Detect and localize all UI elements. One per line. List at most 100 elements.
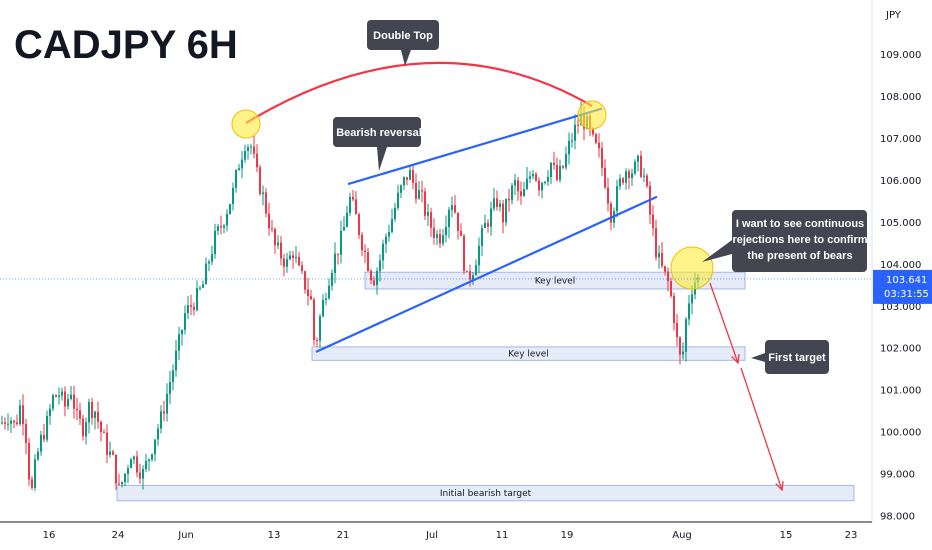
candle-body: [172, 370, 174, 383]
candle-body: [529, 176, 531, 179]
candle-body: [82, 418, 84, 437]
candle-body: [349, 197, 351, 213]
candle-body: [364, 250, 366, 252]
price-axis-background[interactable]: [872, 0, 932, 522]
candle-body: [370, 270, 372, 281]
candle-body: [502, 203, 504, 223]
candle-body: [190, 305, 192, 307]
candle-body: [625, 171, 627, 183]
time-axis-background[interactable]: [0, 522, 932, 550]
candle-body: [415, 182, 417, 199]
bar-countdown: 03:31:55: [884, 289, 929, 300]
price-tick-label: 104.000: [880, 260, 921, 271]
time-tick-label: 15: [780, 530, 793, 541]
candle-body: [268, 213, 270, 229]
candle-body: [691, 294, 693, 304]
candle-body: [541, 182, 543, 191]
candle-body: [406, 177, 408, 180]
price-tick-label: 103.000: [880, 302, 921, 313]
rejections-callout: [702, 210, 867, 272]
candle-body: [154, 439, 156, 455]
time-tick-label: Aug: [672, 530, 692, 541]
time-tick-label: 13: [268, 530, 281, 541]
candle-body: [496, 198, 498, 207]
candle-body: [169, 382, 171, 394]
candle-body: [211, 254, 213, 262]
candle-body: [637, 155, 639, 162]
candle-body: [394, 207, 396, 220]
candle-body: [499, 203, 501, 207]
candle-body: [418, 190, 420, 199]
candle-body: [379, 260, 381, 272]
candle-body: [553, 162, 555, 166]
candle-body: [103, 432, 105, 434]
candle-body: [247, 147, 249, 152]
candle-body: [91, 402, 93, 418]
candle-body: [112, 451, 114, 455]
candle-body: [61, 391, 63, 396]
zone-box: [364, 271, 746, 290]
candle-body: [490, 208, 492, 227]
candle-body: [511, 185, 513, 201]
zones-layer: Key level Key level Initial bearish target: [116, 271, 855, 502]
candle-body: [640, 155, 642, 177]
bearish-reversal-callout-text: Bearish reversal: [336, 127, 422, 139]
candle-body: [337, 253, 339, 255]
annotations-layer: Double Top Bearish reversal I want to see …: [333, 20, 868, 374]
candle-body: [508, 198, 510, 201]
channel-upper-trendline: [347, 107, 603, 186]
price-tick-label: 109.000: [880, 50, 921, 61]
candle-body: [310, 296, 312, 300]
time-tick-label: Jun: [177, 530, 194, 541]
candle-body: [523, 189, 525, 197]
candle-body: [451, 205, 453, 210]
candle-body: [121, 482, 123, 485]
candle-body: [334, 253, 336, 273]
candle-body: [259, 167, 261, 194]
highlight-circle: [670, 246, 714, 290]
candle-body: [484, 222, 486, 228]
candle-body: [1, 422, 3, 424]
candle-body: [139, 472, 141, 479]
candle-body: [478, 245, 480, 266]
candle-body: [646, 175, 648, 186]
candle-body: [94, 411, 96, 418]
candle-body: [343, 226, 345, 231]
candle-body: [460, 230, 462, 236]
zone-label: Key level: [508, 350, 549, 360]
candle-body: [469, 271, 471, 280]
candle-body: [16, 422, 18, 424]
candle-body: [448, 209, 450, 227]
candle-body: [634, 161, 636, 174]
candle-body: [472, 275, 474, 280]
candle-body: [79, 410, 81, 419]
candle-body: [67, 399, 69, 407]
candle-body: [34, 459, 36, 488]
candle-body: [412, 170, 414, 183]
candle-body: [664, 266, 666, 272]
candle-body: [400, 185, 402, 193]
candle-body: [229, 204, 231, 214]
candle-body: [43, 434, 45, 440]
candle-body: [517, 180, 519, 192]
candle-body: [481, 228, 483, 246]
candle-body: [202, 284, 204, 288]
candle-body: [493, 198, 495, 209]
candle-body: [7, 423, 9, 425]
candle-body: [514, 180, 516, 186]
candle-body: [652, 214, 654, 229]
candle-body: [352, 197, 354, 200]
candle-body: [526, 178, 528, 189]
candle-body: [313, 299, 315, 340]
double-top-callout: [367, 20, 439, 66]
candle-body: [235, 170, 237, 188]
candle-body: [367, 252, 369, 271]
candle-body: [271, 228, 273, 230]
projection-line: [709, 282, 739, 364]
candle-body: [679, 337, 681, 355]
candle-body: [97, 411, 99, 422]
candle-body: [118, 483, 120, 485]
candle-body: [610, 203, 612, 223]
candle-body: [37, 451, 39, 460]
